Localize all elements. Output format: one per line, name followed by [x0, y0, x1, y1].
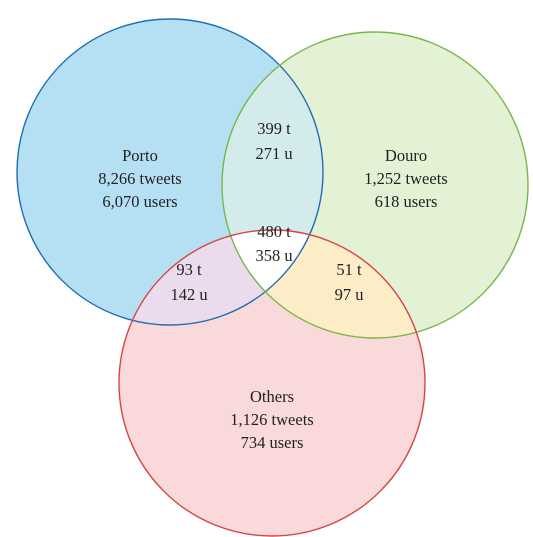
porto-douro-users: 271 u — [255, 144, 292, 163]
porto-tweets: 8,266 tweets — [98, 169, 181, 188]
douro-others-overlap — [222, 230, 425, 338]
porto-circle-outline — [16, 18, 324, 326]
all-three-users: 358 u — [255, 246, 292, 265]
douro-name: Douro — [385, 146, 427, 165]
others-users: 734 users — [241, 433, 304, 452]
porto-name: Porto — [122, 146, 158, 165]
porto-others-tweets: 93 t — [176, 260, 202, 279]
porto-douro-tweets: 399 t — [257, 119, 291, 138]
douro-tweets: 1,252 tweets — [364, 169, 447, 188]
others-tweets: 1,126 tweets — [230, 410, 313, 429]
others-circle-outline — [118, 229, 426, 537]
all-three-tweets: 480 t — [257, 222, 291, 241]
douro-users: 618 users — [375, 192, 438, 211]
porto-others-users: 142 u — [170, 285, 207, 304]
douro-others-users: 97 u — [335, 285, 364, 304]
others-name: Others — [250, 387, 294, 406]
porto-others-overlap — [119, 230, 323, 325]
porto-users: 6,070 users — [102, 192, 177, 211]
douro-circle-outline — [221, 31, 529, 339]
douro-others-tweets: 51 t — [336, 260, 362, 279]
